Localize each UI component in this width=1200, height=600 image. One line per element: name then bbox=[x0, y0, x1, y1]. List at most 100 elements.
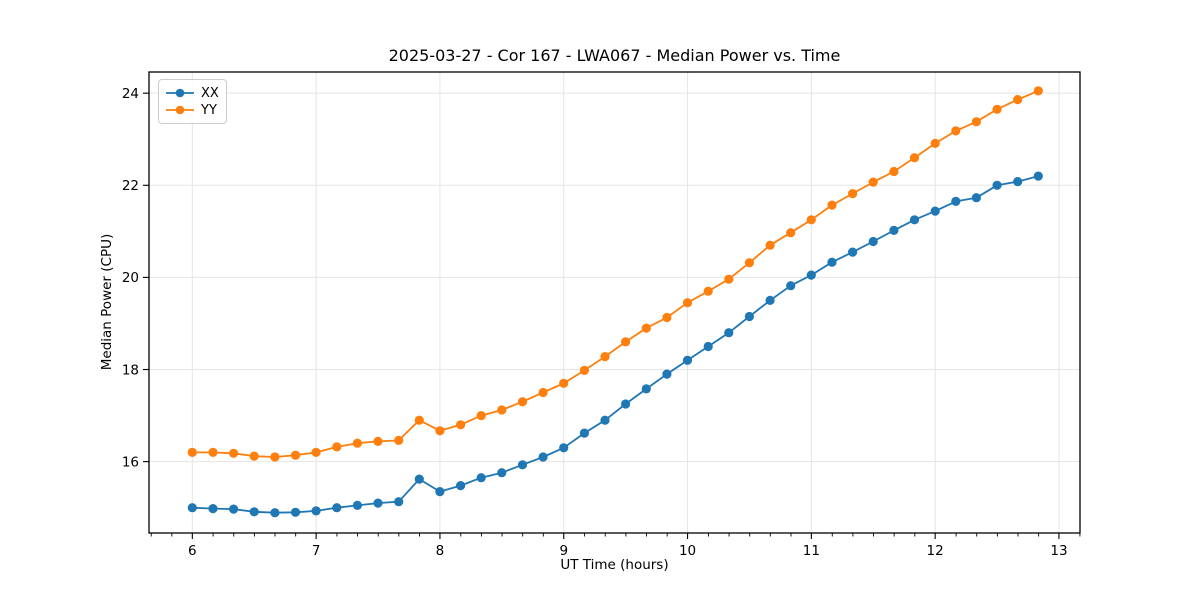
marker-XX bbox=[662, 369, 672, 379]
legend-label-yy: YY bbox=[201, 102, 217, 118]
y-tick-label: 18 bbox=[122, 362, 139, 378]
marker-YY bbox=[744, 258, 755, 268]
plot-border bbox=[148, 71, 1081, 534]
x-tick-label: 11 bbox=[803, 543, 820, 559]
marker-XX bbox=[786, 281, 796, 291]
x-tick-label: 12 bbox=[927, 543, 944, 559]
marker-YY bbox=[559, 378, 569, 388]
marker-YY bbox=[435, 426, 445, 436]
legend: XX YY bbox=[158, 79, 227, 124]
marker-YY bbox=[827, 200, 837, 210]
marker-XX bbox=[806, 270, 816, 280]
marker-YY bbox=[187, 447, 197, 457]
marker-XX bbox=[703, 341, 713, 352]
marker-YY bbox=[394, 435, 404, 445]
marker-XX bbox=[208, 504, 218, 514]
marker-YY bbox=[724, 274, 734, 284]
marker-XX bbox=[229, 504, 239, 514]
chart-title: 2025-03-27 - Cor 167 - LWA067 - Median P… bbox=[388, 46, 841, 65]
marker-YY bbox=[889, 166, 899, 177]
y-tick-label: 24 bbox=[122, 86, 139, 102]
marker-XX bbox=[868, 236, 878, 247]
marker-YY bbox=[765, 240, 775, 250]
marker-XX bbox=[1013, 177, 1023, 187]
marker-YY bbox=[352, 438, 362, 448]
legend-item-yy: YY bbox=[166, 104, 226, 117]
legend-line-marker-icon bbox=[166, 88, 194, 98]
marker-YY bbox=[311, 447, 321, 457]
legend-label-xx: XX bbox=[201, 85, 219, 101]
marker-YY bbox=[270, 452, 280, 462]
marker-XX bbox=[249, 507, 259, 517]
series-line-YY bbox=[192, 90, 1039, 458]
marker-YY bbox=[497, 405, 507, 415]
marker-XX bbox=[476, 473, 486, 483]
marker-YY bbox=[971, 117, 982, 127]
marker-YY bbox=[641, 323, 651, 333]
x-tick-label: 13 bbox=[1050, 543, 1067, 559]
marker-XX bbox=[600, 415, 610, 425]
marker-XX bbox=[848, 247, 858, 257]
marker-XX bbox=[765, 295, 775, 305]
marker-YY bbox=[600, 352, 610, 362]
legend-line-marker-icon bbox=[166, 105, 194, 115]
marker-YY bbox=[579, 365, 590, 375]
y-tick-label: 16 bbox=[122, 454, 139, 470]
marker-XX bbox=[456, 481, 466, 491]
marker-XX bbox=[559, 443, 569, 453]
marker-XX bbox=[187, 503, 197, 513]
marker-YY bbox=[806, 215, 816, 225]
marker-XX bbox=[971, 193, 982, 203]
marker-YY bbox=[229, 448, 239, 458]
marker-XX bbox=[538, 452, 548, 462]
marker-YY bbox=[249, 451, 259, 461]
marker-XX bbox=[311, 506, 321, 516]
marker-YY bbox=[786, 228, 796, 238]
marker-YY bbox=[414, 415, 424, 425]
marker-XX bbox=[682, 355, 693, 365]
marker-XX bbox=[744, 311, 755, 322]
marker-YY bbox=[373, 436, 383, 446]
marker-YY bbox=[476, 411, 486, 421]
marker-YY bbox=[992, 104, 1002, 114]
marker-YY bbox=[868, 177, 878, 187]
marker-XX bbox=[352, 500, 362, 510]
marker-XX bbox=[414, 474, 424, 484]
marker-XX bbox=[290, 507, 301, 517]
marker-YY bbox=[290, 450, 301, 460]
y-axis-label: Median Power (CPU) bbox=[99, 233, 115, 371]
marker-XX bbox=[724, 328, 734, 338]
marker-XX bbox=[951, 196, 961, 206]
x-tick-label: 8 bbox=[436, 543, 445, 559]
marker-XX bbox=[992, 180, 1002, 190]
marker-XX bbox=[270, 508, 280, 518]
marker-XX bbox=[641, 384, 651, 394]
y-tick-label: 20 bbox=[122, 270, 139, 286]
marker-XX bbox=[621, 399, 631, 409]
marker-YY bbox=[703, 286, 713, 296]
marker-YY bbox=[538, 387, 548, 398]
x-tick-label: 6 bbox=[188, 543, 197, 559]
marker-YY bbox=[909, 153, 920, 163]
marker-XX bbox=[497, 468, 507, 478]
marker-YY bbox=[848, 189, 858, 199]
marker-YY bbox=[662, 312, 672, 323]
x-tick-label: 9 bbox=[559, 543, 568, 559]
marker-YY bbox=[951, 126, 961, 136]
marker-XX bbox=[373, 498, 383, 508]
x-tick-label: 10 bbox=[679, 543, 696, 559]
marker-XX bbox=[394, 497, 404, 507]
x-axis-label: UT Time (hours) bbox=[560, 557, 669, 573]
marker-YY bbox=[332, 442, 342, 452]
marker-YY bbox=[208, 447, 218, 457]
marker-YY bbox=[930, 138, 940, 148]
marker-YY bbox=[1013, 95, 1023, 105]
marker-XX bbox=[930, 206, 940, 216]
marker-XX bbox=[579, 428, 590, 438]
marker-YY bbox=[1033, 86, 1043, 96]
marker-YY bbox=[682, 298, 693, 308]
marker-XX bbox=[517, 460, 528, 470]
x-tick-label: 7 bbox=[312, 543, 321, 559]
